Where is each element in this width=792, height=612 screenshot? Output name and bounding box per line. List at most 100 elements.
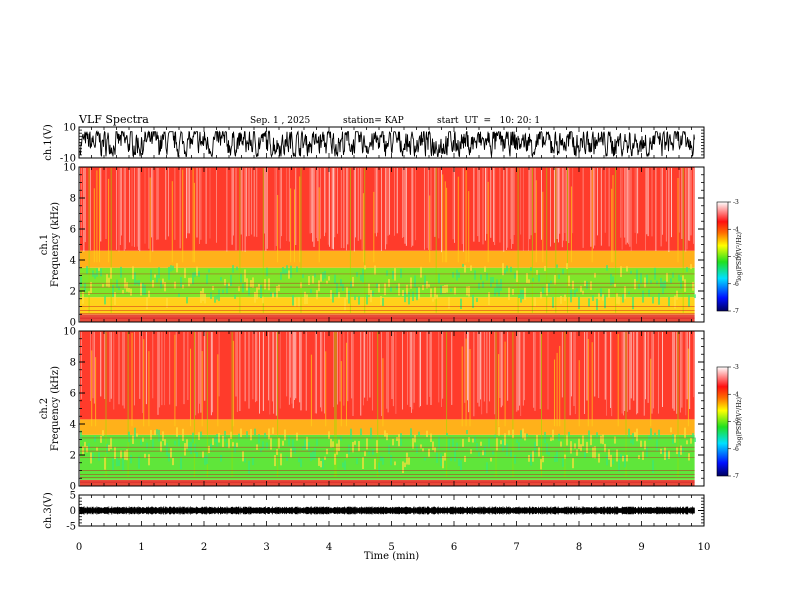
spectrum-patch	[566, 435, 568, 446]
spectrum-patch	[694, 294, 696, 299]
spectrum-patch	[248, 287, 250, 296]
spectrum-patch	[400, 433, 402, 446]
spectrum-patch	[350, 428, 352, 440]
ch1-colorbar: -3 -4 -5 -6 -7 log(PSD)(V²/Hz)	[716, 199, 743, 315]
spectrum-patch	[432, 298, 434, 302]
spectrum-patch	[632, 297, 634, 310]
spectrum-patch	[200, 431, 202, 438]
spectrum-patch	[504, 433, 506, 446]
spectrum-patch	[550, 280, 552, 284]
spectrum-patch	[266, 267, 268, 277]
spectrum-patch	[212, 285, 214, 291]
spectrum-patch	[694, 437, 696, 442]
spectrum-patch	[276, 449, 278, 455]
spectrum-patch	[344, 460, 346, 471]
spectrum-patch	[480, 274, 482, 280]
spectrum-patch	[214, 296, 216, 303]
spectrum-patch	[418, 431, 420, 437]
spectrum-patch	[604, 295, 606, 309]
spectrum-patch	[322, 458, 324, 469]
spectrum-patch	[614, 436, 616, 444]
y-tick-label: 0	[70, 482, 76, 493]
spectrum-patch	[86, 446, 88, 453]
spectrum-patch	[96, 268, 98, 277]
spectrum-patch	[148, 290, 150, 298]
spectrum-band	[80, 297, 695, 315]
spectrum-patch	[588, 430, 590, 441]
spectrum-patch	[482, 281, 484, 288]
spectrum-patch	[644, 277, 646, 288]
spectrum-patch	[484, 266, 486, 272]
spectrum-patch	[544, 431, 546, 444]
spectrum-patch	[244, 269, 246, 283]
spectrum-patch	[272, 292, 274, 298]
spectrum-patch	[220, 277, 222, 281]
spectrum-patch	[316, 439, 318, 446]
spectrum-patch	[454, 286, 456, 295]
spectrum-patch	[100, 435, 102, 443]
spectrum-patch	[680, 445, 682, 455]
spectrum-patch	[408, 457, 410, 465]
spectrum-patch	[284, 429, 286, 441]
spectrum-patch	[104, 457, 106, 470]
spectrum-patch	[524, 287, 526, 300]
spectrum-patch	[642, 290, 644, 303]
spectrum-patch	[162, 278, 164, 285]
spectrum-patch	[588, 298, 590, 307]
spectrum-patch	[228, 282, 230, 286]
spectrum-patch	[82, 291, 84, 304]
spectrum-patch	[318, 457, 320, 466]
spectrum-patch	[158, 267, 160, 279]
spectrum-patch	[166, 442, 168, 456]
spectrum-patch	[542, 455, 544, 463]
spectrum-patch	[438, 273, 440, 284]
spectrum-patch	[556, 264, 558, 268]
spectrum-patch	[154, 430, 156, 436]
spectrum-patch	[264, 432, 266, 439]
spectrum-patch	[636, 269, 638, 281]
spectrum-patch	[590, 435, 592, 446]
spectrum-patch	[560, 441, 562, 447]
spectrum-patch	[424, 457, 426, 461]
colorbar-tick-label: -4	[733, 226, 739, 233]
spectrum-patch	[582, 290, 584, 295]
spectrum-patch	[240, 273, 242, 283]
spectrum-patch	[156, 275, 158, 283]
spectrum-patch	[532, 277, 534, 282]
spectrum-patch	[170, 448, 172, 459]
spectrum-patch	[448, 296, 450, 309]
spectrum-patch	[450, 288, 452, 292]
x-tick-label: 10	[698, 542, 711, 553]
spectrum-patch	[240, 428, 242, 438]
spectrum-patch	[434, 447, 436, 453]
spectrum-patch	[414, 434, 416, 443]
spectrum-patch	[146, 296, 148, 310]
spectrum-patch	[112, 285, 114, 297]
ch2-spectrogram-panel: 0 2 4 6 8 10 ch.2Frequency (kHz)	[39, 327, 705, 493]
spectrum-patch	[394, 268, 396, 281]
spectrum-patch	[232, 442, 234, 447]
spectrum-patch	[472, 294, 474, 308]
spectrum-patch	[116, 458, 118, 467]
spectrum-patch	[398, 283, 400, 296]
y-tick-label: 4	[70, 420, 76, 431]
spectrum-patch	[118, 286, 120, 291]
spectrum-patch	[516, 270, 518, 283]
spectrum-patch	[642, 451, 644, 460]
spectrum-patch	[552, 297, 554, 308]
spectrum-patch	[506, 443, 508, 456]
spectrum-patch	[238, 286, 240, 292]
spectrum-patch	[382, 457, 384, 465]
spectrum-patch	[634, 432, 636, 438]
spectrum-patch	[488, 438, 490, 449]
spectrum-patch	[596, 432, 598, 438]
spectrum-patch	[674, 295, 676, 309]
spectrum-patch	[160, 280, 162, 289]
x-tick-label: 2	[201, 542, 207, 553]
spectrum-patch	[406, 284, 408, 295]
spectrum-patch	[614, 283, 616, 288]
spectrum-patch	[114, 446, 116, 460]
spectrum-patch	[290, 265, 292, 278]
spectrum-patch	[528, 279, 530, 284]
spectrum-patch	[664, 280, 666, 289]
